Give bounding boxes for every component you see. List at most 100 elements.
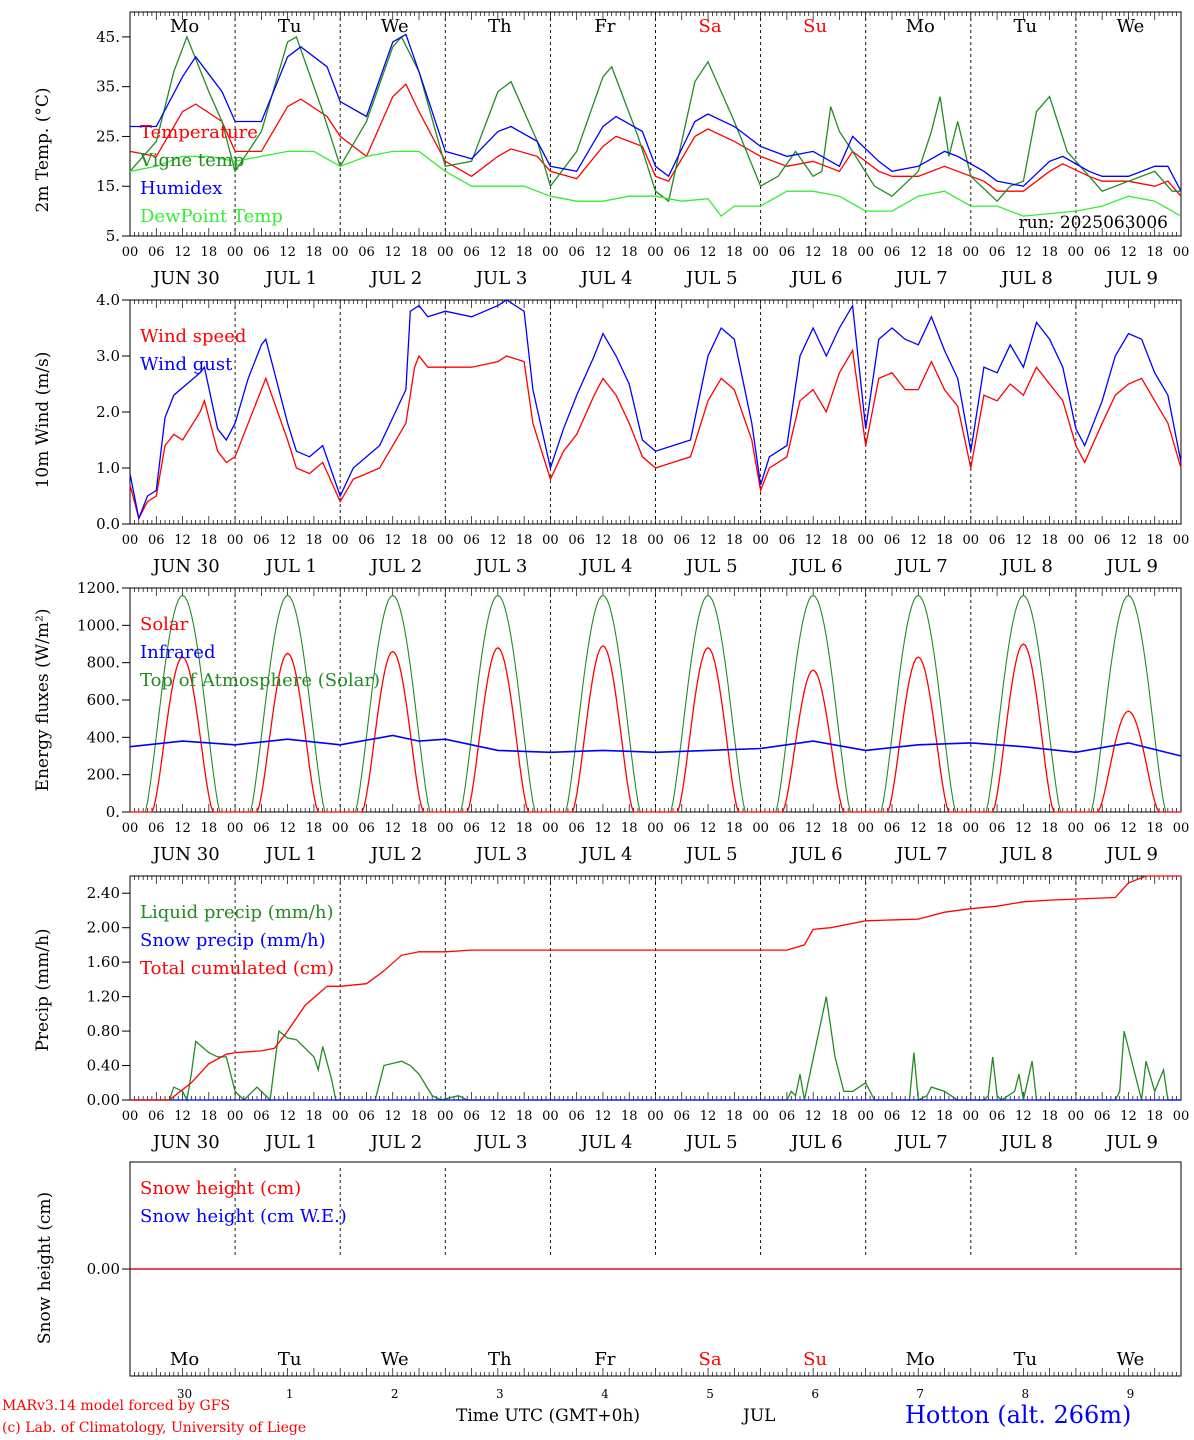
x-date-label: JUL 7 [894,844,948,865]
x-hour-label: 18 [831,533,848,548]
x-hour-label: 12 [1015,821,1032,836]
x-hour-label: 12 [490,245,507,260]
x-hour-label: 18 [621,245,638,260]
y-tick-label: 800. [87,654,120,672]
x-hour-label: 18 [621,821,638,836]
weekday-label: Mo [906,16,935,37]
x-hour-label: 06 [989,245,1006,260]
y-tick-label: 15. [96,177,120,195]
legend-entry: Solar [140,614,189,635]
legend-entry: DewPoint Temp [140,206,283,227]
x-hour-label: 06 [568,821,585,836]
x-hour-label: 12 [595,533,612,548]
x-hour-label: 00 [542,245,559,260]
x-date-label: JUL 8 [999,844,1053,865]
panel-frame [129,587,1182,813]
x-hour-label: 06 [884,533,901,548]
day-number-label: 7 [916,1387,924,1401]
y-axis-title: 10m Wind (m/s) [33,352,53,489]
y-axis-title: Snow height (cm) [35,1192,55,1344]
y-tick-label: 0.0 [96,515,120,533]
x-hour-label: 18 [726,1109,743,1124]
x-hour-label: 00 [752,821,769,836]
x-hour-label: 12 [174,533,191,548]
y-tick-label: 200. [87,766,120,784]
x-hour-label: 18 [201,1109,218,1124]
x-hour-label: 00 [1068,533,1085,548]
x-hour-label: 18 [411,1109,428,1124]
day-number-label: 9 [1127,1387,1135,1401]
weekday-label: Mo [170,1349,199,1370]
day-number-label: 2 [391,1387,399,1401]
series-line-temperature [129,83,1182,197]
x-hour-label: 18 [1041,1109,1058,1124]
x-hour-label: 06 [358,533,375,548]
x-hour-label: 06 [779,1109,796,1124]
day-number-label: 3 [496,1387,504,1401]
x-hour-label: 18 [411,245,428,260]
run-label: run: 2025063006 [1019,213,1168,233]
y-tick-label: 35. [96,78,120,96]
x-hour-label: 18 [201,821,218,836]
x-hour-label: 06 [253,245,270,260]
series-line-humidex [130,33,1182,192]
x-hour-label: 06 [253,1109,270,1124]
x-hour-label: 12 [490,1109,507,1124]
x-date-label: JUL 6 [789,1132,843,1153]
weekday-label: Tu [1014,16,1038,37]
x-hour-label: 18 [306,245,323,260]
weekday-label: Th [488,16,512,37]
x-hour-label: 12 [174,821,191,836]
x-hour-label: 06 [989,533,1006,548]
x-hour-label: 12 [805,821,822,836]
series-line-dewpoint-temp [129,150,1182,218]
x-hour-label: 00 [647,533,664,548]
day-number-label: 8 [1022,1387,1030,1401]
x-hour-label: 18 [516,821,533,836]
x-hour-label: 00 [857,1109,874,1124]
y-tick-label: 1200. [77,579,120,597]
x-hour-label: 12 [490,821,507,836]
y-tick-label: 400. [87,728,120,746]
x-hour-label: 18 [516,533,533,548]
x-hour-label: 12 [910,533,927,548]
y-tick-label: 2.00 [87,919,120,937]
x-hour-label: 12 [279,533,296,548]
x-date-label: JUL 4 [579,268,633,289]
x-date-label: JUL 5 [684,844,738,865]
legend-entry: Temperature [140,122,258,143]
x-hour-label: 18 [1041,533,1058,548]
x-hour-label: 00 [1068,821,1085,836]
x-hour-label: 00 [647,245,664,260]
x-hour-label: 00 [752,1109,769,1124]
x-hour-label: 12 [805,245,822,260]
x-hour-label: 12 [279,245,296,260]
x-date-label: JUL 8 [999,1132,1053,1153]
x-hour-label: 18 [621,1109,638,1124]
legend-entry: Vigne temp [139,150,244,171]
x-hour-label: 06 [884,245,901,260]
y-axis-title: 2m Temp. (°C) [33,87,53,212]
x-hour-label: 06 [463,1109,480,1124]
x-hour-label: 12 [1015,533,1032,548]
x-date-label: JUL 2 [369,1132,423,1153]
x-hour-label: 18 [936,533,953,548]
y-tick-label: 1.60 [87,953,120,971]
x-hour-label: 18 [831,1109,848,1124]
x-hour-label: 00 [227,533,244,548]
weekday-label: Th [488,1349,512,1370]
y-tick-label: 45. [96,28,120,46]
y-tick-label: 4.0 [96,291,120,309]
x-hour-label: 00 [122,1109,139,1124]
x-hour-label: 18 [1146,821,1163,836]
x-hour-label: 18 [306,1109,323,1124]
x-hour-label: 12 [805,533,822,548]
x-hour-label: 12 [910,245,927,260]
day-number-label: 5 [706,1387,714,1401]
x-hour-label: 06 [989,821,1006,836]
x-date-label: JUL 9 [1104,268,1158,289]
x-date-label: JUL 3 [474,1132,528,1153]
series-line-solar [130,643,1181,813]
x-hour-label: 12 [384,821,401,836]
weekday-label: Fr [594,16,615,37]
